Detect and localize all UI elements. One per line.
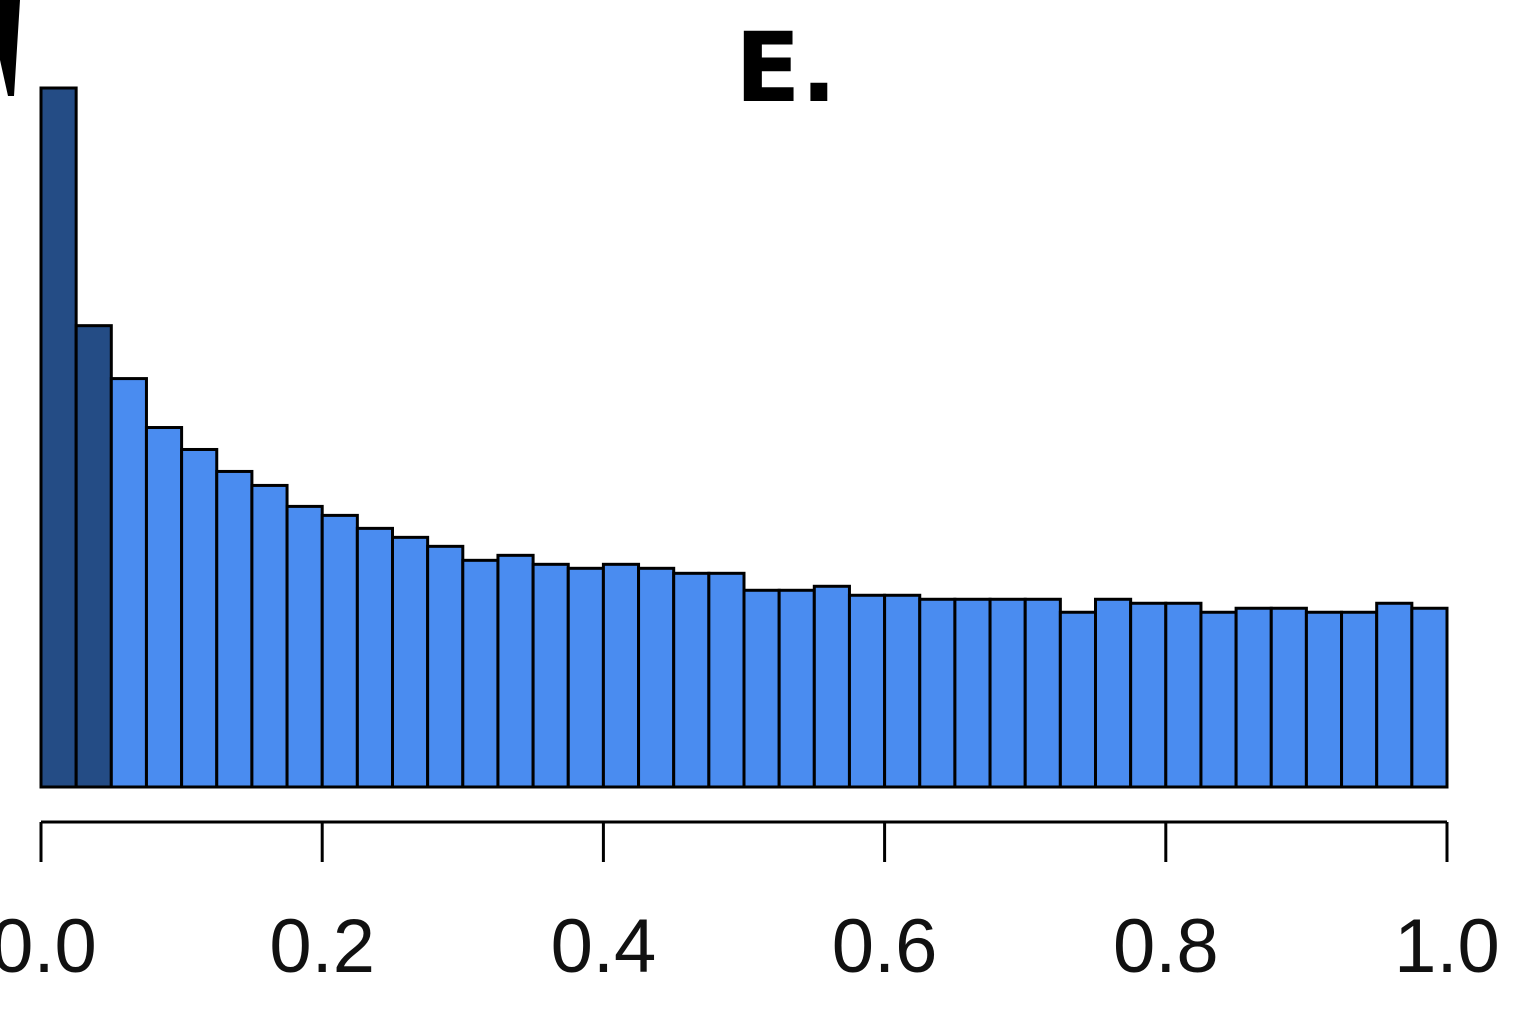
histogram-bar (566, 566, 605, 789)
histogram-bar (1058, 610, 1097, 789)
histogram-bar (1234, 606, 1273, 789)
histogram-bar (918, 597, 957, 789)
histogram-bar (883, 593, 922, 789)
histogram-bar (355, 526, 395, 789)
histogram-bar (320, 513, 359, 789)
cropped-panel-fragment (0, 0, 20, 96)
histogram-bar (672, 571, 711, 789)
histogram-bar (847, 593, 887, 789)
histogram-bar (39, 86, 78, 789)
histogram-bar (74, 324, 113, 789)
histogram-bar (1375, 601, 1414, 789)
histogram-bar (988, 597, 1027, 789)
histogram-bar (180, 447, 219, 789)
histogram-bars (39, 86, 1449, 789)
histogram-bar (144, 426, 184, 789)
histogram-bar (707, 571, 746, 789)
histogram-bar (953, 597, 992, 789)
histogram-bar (1129, 601, 1168, 789)
x-tick-label: 1.0 (1394, 904, 1500, 989)
histogram-bar (812, 584, 851, 789)
chart-title: E. (735, 12, 838, 124)
histogram-bar (637, 566, 676, 789)
histogram-bar (215, 469, 254, 789)
histogram-bar (1269, 606, 1308, 789)
x-axis: 0.0 0.2 0.4 0.6 0.8 1.0 (0, 820, 1500, 989)
x-tick-label: 0.0 (0, 904, 97, 989)
histogram-bar (1410, 606, 1449, 789)
histogram-bar (531, 562, 570, 789)
histogram-bar (1199, 610, 1238, 789)
x-tick-label: 0.8 (1113, 904, 1219, 989)
histogram-bar (1340, 610, 1379, 789)
histogram-bar (391, 535, 430, 789)
histogram-bar (285, 504, 324, 789)
x-tick-label: 0.6 (832, 904, 938, 989)
x-tick-label: 0.4 (551, 904, 657, 989)
histogram-bar (601, 562, 641, 789)
histogram-bar (109, 377, 148, 789)
histogram-bar (1094, 597, 1133, 789)
histogram-bar (742, 588, 781, 789)
histogram-bar (461, 558, 500, 789)
histogram-bar (1023, 597, 1062, 789)
histogram-bar (250, 483, 289, 789)
histogram-bar (496, 553, 535, 789)
histogram-bar (777, 588, 816, 789)
histogram-bar (426, 544, 465, 789)
x-tick-label: 0.2 (269, 904, 375, 989)
histogram-bar (1164, 601, 1203, 789)
histogram-bar (1304, 610, 1344, 789)
